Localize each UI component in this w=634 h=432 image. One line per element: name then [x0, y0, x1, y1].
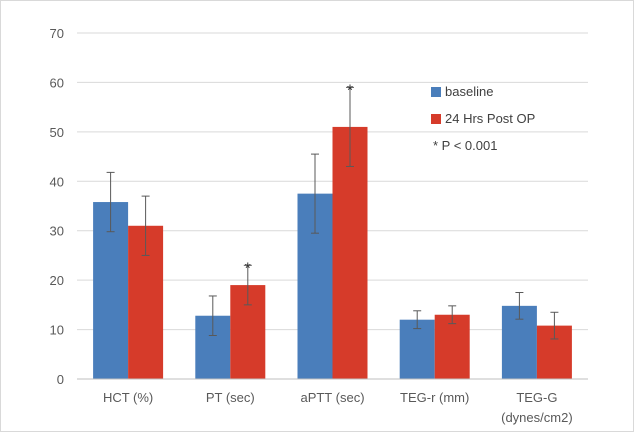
x-axis-labels: HCT (%) PT (sec) aPTT (sec) TEG-r (mm) TEG-G…	[103, 390, 573, 425]
legend-swatch-post-op	[431, 114, 441, 124]
bar-baseline	[399, 319, 435, 379]
y-tick-label: 70	[50, 26, 64, 41]
x-category-label: TEG-G	[516, 390, 557, 405]
x-category-label: TEG-r (mm)	[400, 390, 469, 405]
significance-star: *	[245, 260, 251, 277]
y-tick-label: 10	[50, 323, 64, 338]
legend-swatch-baseline	[431, 87, 441, 97]
bars	[93, 126, 572, 380]
significance-star: *	[347, 82, 353, 99]
x-category-label: PT (sec)	[206, 390, 255, 405]
bar-post-op	[434, 314, 470, 379]
y-tick-label: 60	[50, 75, 64, 90]
y-axis-ticks: 0 10 20 30 40 50 60 70	[50, 26, 64, 387]
significance-markers: **	[245, 82, 353, 277]
y-tick-label: 50	[50, 125, 64, 140]
x-category-label: (dynes/cm2)	[501, 410, 573, 425]
legend-significance-note: * P < 0.001	[433, 138, 497, 153]
legend-label-baseline: baseline	[445, 84, 493, 99]
y-tick-label: 30	[50, 224, 64, 239]
y-tick-label: 20	[50, 273, 64, 288]
error-bars	[106, 86, 559, 340]
y-tick-label: 0	[57, 372, 64, 387]
legend: baseline 24 Hrs Post OP * P < 0.001	[431, 84, 535, 153]
legend-label-post-op: 24 Hrs Post OP	[445, 111, 535, 126]
x-category-label: aPTT (sec)	[300, 390, 364, 405]
bar-post-op	[332, 126, 368, 380]
y-tick-label: 40	[50, 174, 64, 189]
x-category-label: HCT (%)	[103, 390, 153, 405]
